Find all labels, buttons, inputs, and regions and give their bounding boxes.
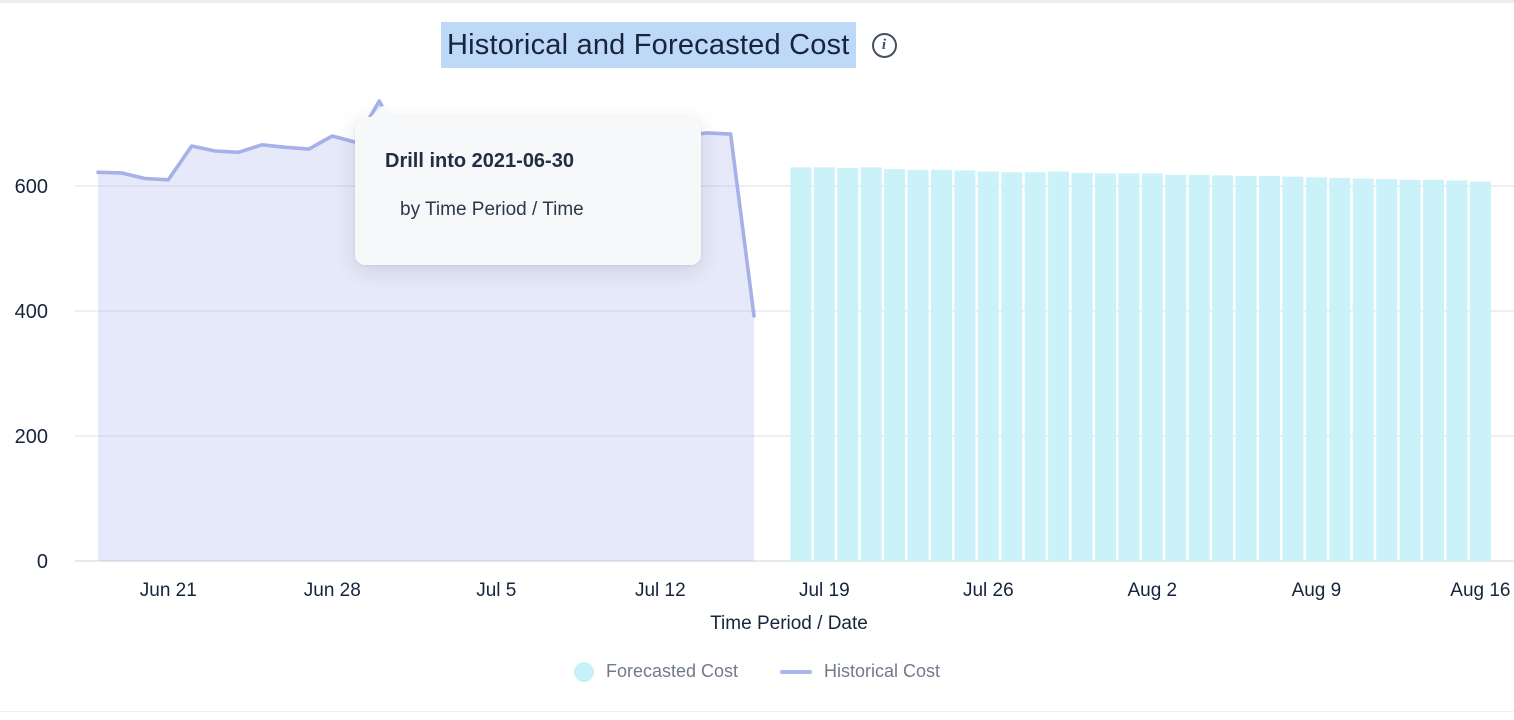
x-axis-tick-label: Jul 26 [963, 580, 1014, 601]
forecast-bar[interactable] [1399, 179, 1421, 562]
forecast-bar[interactable] [1259, 176, 1280, 561]
y-axis-tick-label: 600 [15, 176, 48, 198]
forecast-bar[interactable] [931, 169, 952, 562]
forecast-bar[interactable] [1446, 180, 1468, 561]
page-title[interactable]: Historical and Forecasted Cost [441, 22, 856, 68]
forecast-bar[interactable] [1469, 181, 1491, 561]
forecast-bar[interactable] [1305, 177, 1327, 562]
forecast-bar[interactable] [1235, 176, 1257, 561]
legend-label: Historical Cost [824, 661, 941, 681]
x-axis-tick-label: Jul 5 [476, 580, 516, 601]
forecast-bar[interactable] [954, 170, 976, 561]
forecast-bar[interactable] [790, 167, 812, 562]
forecast-bar[interactable] [1024, 172, 1046, 562]
forecast-bar[interactable] [1141, 173, 1163, 562]
forecast-bar[interactable] [1423, 179, 1444, 562]
y-axis-tick-label: 400 [15, 301, 48, 323]
forecast-bar[interactable] [1001, 172, 1023, 562]
forecast-bar[interactable] [1212, 175, 1234, 561]
tooltip-subtitle[interactable]: by Time Period / Time [400, 199, 584, 220]
legend-item-historical[interactable]: Historical Cost [780, 661, 940, 682]
forecast-bar[interactable] [1048, 171, 1070, 561]
forecast-bar[interactable] [1329, 177, 1351, 561]
forecast-bar[interactable] [977, 171, 999, 561]
legend-label: Forecasted Cost [605, 661, 739, 681]
forecast-bar[interactable] [837, 167, 859, 561]
y-axis-tick-label: 200 [15, 426, 48, 448]
bottom-divider [0, 711, 1514, 712]
x-axis-tick-label: Aug 9 [1292, 580, 1342, 601]
forecast-bar[interactable] [1376, 179, 1398, 561]
forecast-bar[interactable] [907, 169, 929, 562]
x-axis-tick-label: Jun 28 [304, 580, 361, 601]
drill-tooltip[interactable]: Drill into 2021-06-30 by Time Period / T… [355, 104, 701, 265]
tooltip-title[interactable]: Drill into 2021-06-30 [385, 150, 574, 172]
cost-chart: 0 200 400 600 Jun 21 Jun 28 Jul 5 Jul 12 Jul 19 J… [15, 99, 1514, 634]
forecast-bar[interactable] [1282, 176, 1304, 561]
top-divider [0, 0, 1514, 3]
y-axis-tick-label: 0 [37, 551, 48, 573]
historical-swatch-icon [780, 669, 813, 674]
forecasted-swatch-icon [573, 661, 594, 682]
forecast-bar[interactable] [1071, 172, 1093, 561]
forecast-bar[interactable] [884, 169, 906, 561]
forecast-bar[interactable] [1095, 173, 1116, 562]
info-icon[interactable]: i [871, 32, 897, 58]
x-axis-tick-label: Jul 12 [635, 580, 686, 601]
forecast-bar[interactable] [1118, 173, 1140, 562]
forecast-bar[interactable] [860, 167, 882, 562]
forecast-bar[interactable] [813, 167, 835, 562]
forecast-bar[interactable] [1165, 174, 1187, 562]
x-axis-title: Time Period / Date [710, 613, 868, 634]
chart-header: Historical and Forecasted Cost i [441, 22, 897, 68]
x-axis-tick-label: Jul 19 [799, 580, 850, 601]
x-axis-tick-label: Aug 16 [1450, 580, 1510, 601]
x-axis-tick-label: Jun 21 [140, 580, 197, 601]
forecast-bar[interactable] [1352, 178, 1374, 562]
chart-legend: Forecasted Cost Historical Cost [0, 661, 1514, 682]
x-axis-tick-label: Aug 2 [1127, 580, 1177, 601]
forecast-bar[interactable] [1188, 174, 1210, 562]
legend-item-forecasted[interactable]: Forecasted Cost [573, 661, 739, 682]
